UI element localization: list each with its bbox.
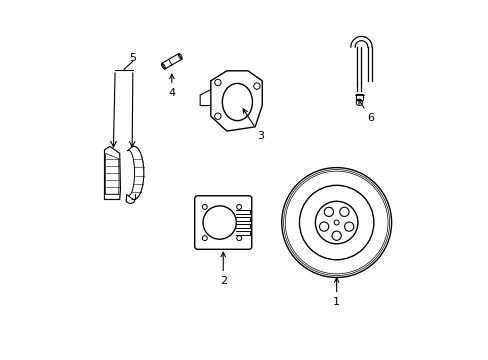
Text: 1: 1 (332, 278, 340, 307)
Text: 4: 4 (168, 74, 175, 98)
Text: 3: 3 (243, 109, 264, 141)
Text: 6: 6 (358, 99, 373, 123)
Bar (355, 94, 362, 100)
Text: 5: 5 (129, 53, 136, 63)
Text: 2: 2 (219, 252, 226, 286)
